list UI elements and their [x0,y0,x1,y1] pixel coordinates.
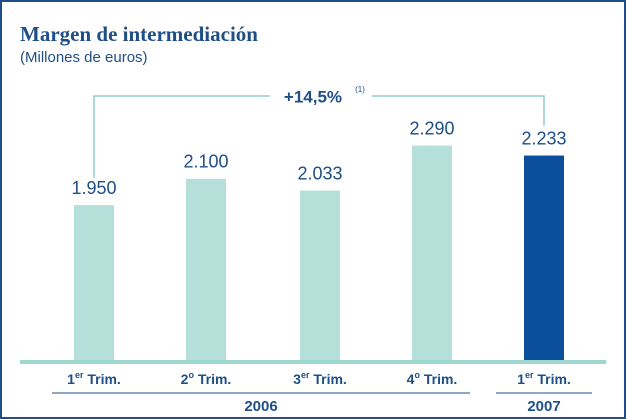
bar [524,155,564,360]
bracket [372,95,545,126]
x-tick-label: 2o Trim. [181,370,232,386]
annotation: +14,5% [284,87,342,106]
chart-subtitle: (Millones de euros) [20,49,148,66]
x-tick-label: 1er Trim. [517,370,571,386]
bar [300,190,340,360]
value-label: 2.233 [521,128,566,148]
bracket [93,95,270,178]
group-label: 2006 [244,398,277,415]
annotation-note: (1) [355,85,365,94]
x-tick-label: 3er Trim. [293,370,347,386]
group-label: 2007 [527,398,560,415]
bar [186,178,226,360]
x-tick-label: 1er Trim. [67,370,121,386]
bar [74,205,114,360]
chart-title: Margen de intermediación [20,22,258,46]
bar [412,145,452,360]
x-tick-label: 4o Trim. [407,370,458,386]
value-label: 1.950 [71,178,116,198]
value-label: 2.033 [297,163,342,183]
value-label: 2.100 [183,152,228,172]
value-label: 2.290 [409,118,454,138]
